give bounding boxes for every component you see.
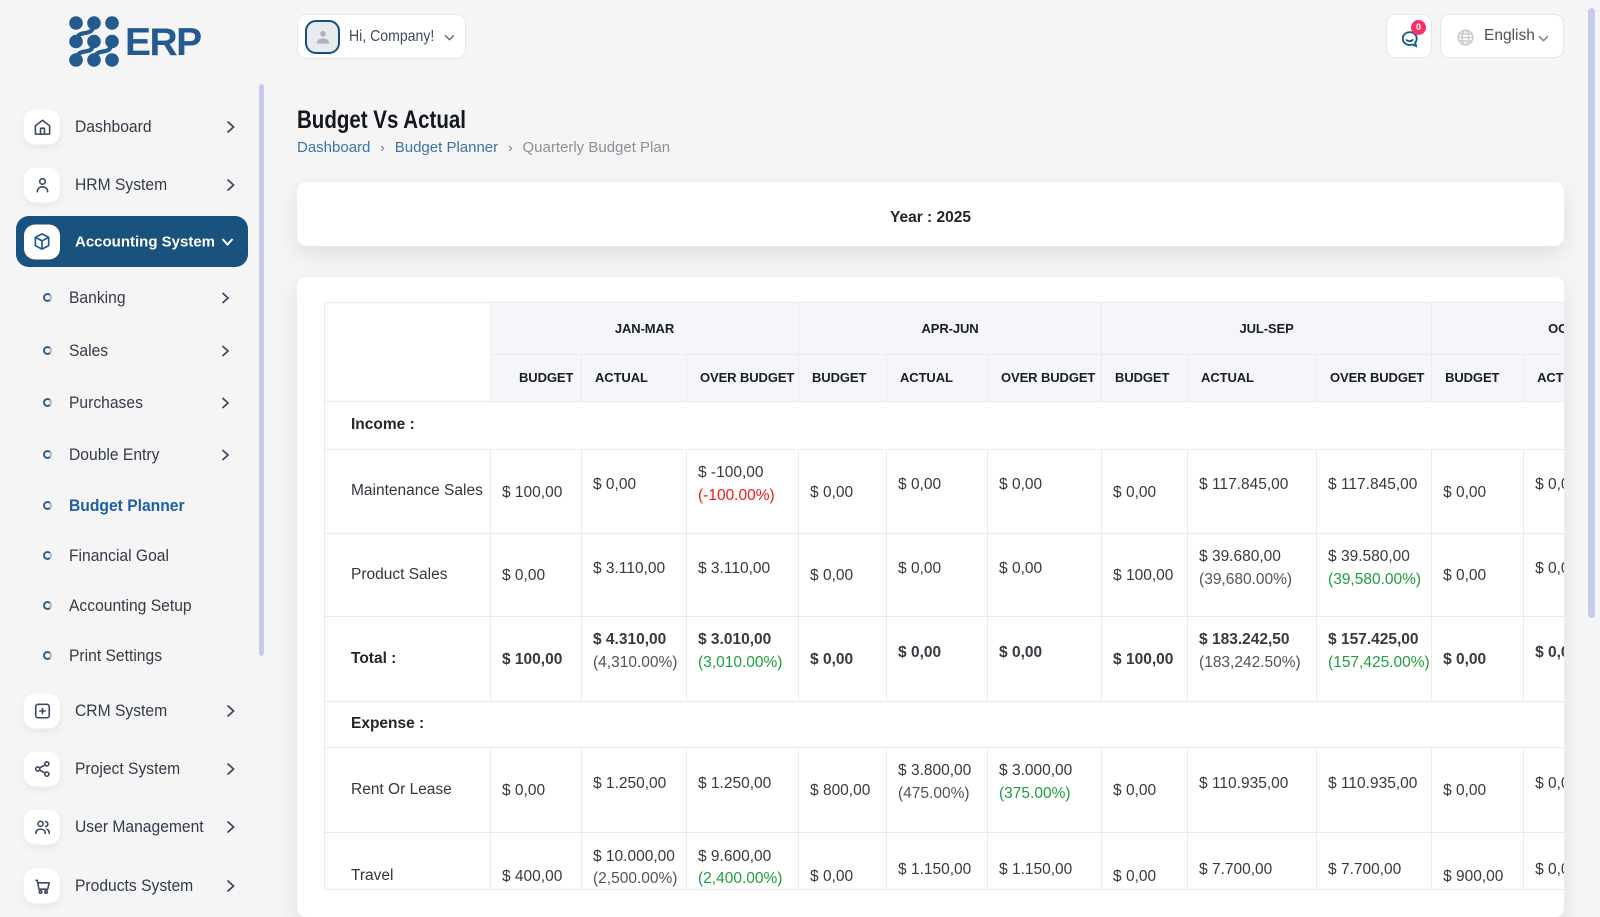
svg-text:ERP: ERP [125,21,201,64]
